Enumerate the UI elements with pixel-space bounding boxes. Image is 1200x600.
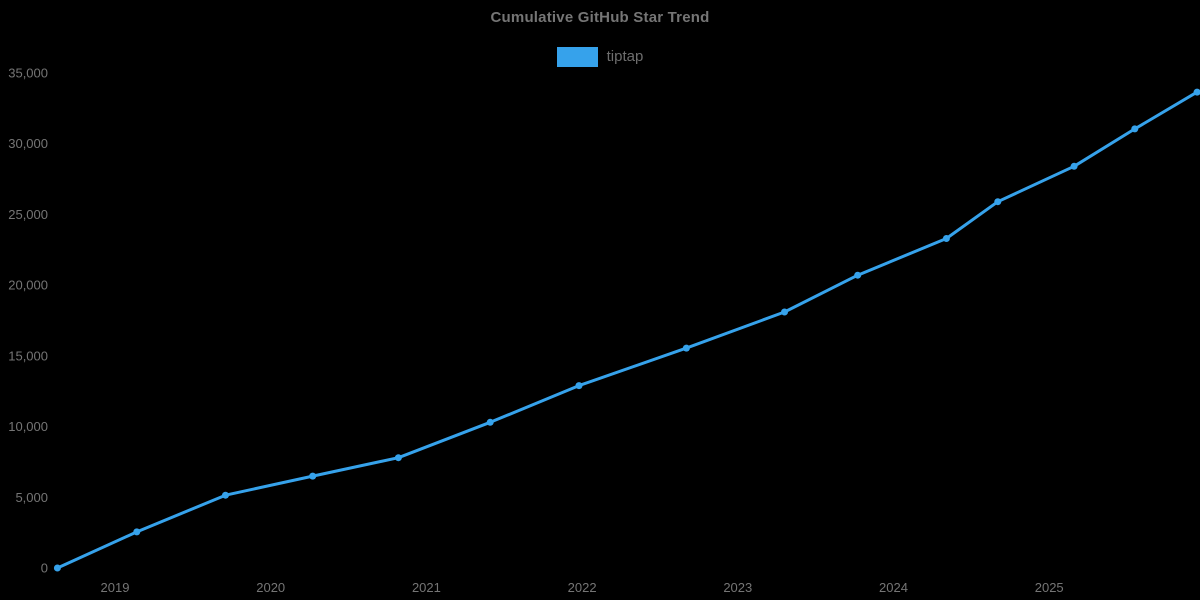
- data-point-marker: [486, 418, 494, 426]
- data-point-marker: [854, 271, 862, 279]
- legend-label: tiptap: [606, 48, 644, 65]
- x-axis-tick-label: 2024: [879, 580, 908, 595]
- data-point-marker: [1070, 162, 1078, 170]
- data-point-marker: [682, 344, 690, 352]
- data-point-marker: [309, 472, 317, 480]
- y-axis-tick-label: 20,000: [8, 278, 48, 293]
- data-point-marker: [222, 491, 229, 499]
- data-point-marker: [781, 308, 788, 316]
- x-axis-tick-label: 2025: [1035, 580, 1064, 595]
- legend: tiptap: [0, 46, 1200, 68]
- y-axis-tick-label: 35,000: [8, 66, 48, 81]
- data-point-marker: [53, 564, 61, 572]
- data-point-marker: [1131, 125, 1139, 133]
- y-axis-tick-label: 0: [41, 561, 48, 576]
- data-point-marker: [133, 528, 141, 536]
- y-axis-tick-label: 15,000: [8, 348, 48, 363]
- x-axis-tick-label: 2022: [568, 580, 597, 595]
- x-axis-tick-label: 2020: [256, 580, 285, 595]
- x-axis-tick-label: 2019: [101, 580, 130, 595]
- x-axis-tick-label: 2021: [412, 580, 441, 595]
- y-axis-tick-label: 25,000: [8, 207, 48, 222]
- data-point-marker: [942, 235, 950, 242]
- chart-title: Cumulative GitHub Star Trend: [490, 9, 710, 26]
- data-point-marker: [394, 454, 402, 462]
- data-point-marker: [575, 382, 583, 390]
- data-point-marker: [1193, 88, 1200, 96]
- legend-swatch: [556, 47, 598, 67]
- y-axis-tick-label: 5,000: [15, 490, 48, 505]
- y-axis-tick-label: 10,000: [8, 419, 48, 434]
- data-point-marker: [994, 198, 1002, 206]
- x-axis-tick-label: 2023: [723, 580, 752, 595]
- y-axis-tick-label: 30,000: [8, 136, 48, 151]
